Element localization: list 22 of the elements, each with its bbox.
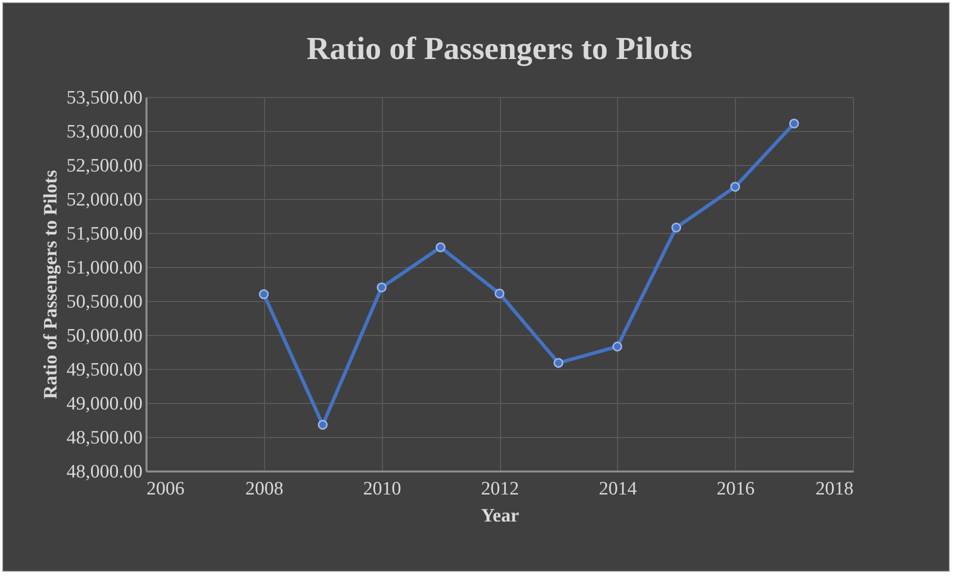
x-tick-label: 2016 [716,478,755,500]
x-tick-label: 2010 [363,478,402,500]
y-axis-title: Ratio of Passengers to Pilots [40,170,62,400]
x-tick-label: 2008 [245,478,284,500]
y-tick-label: 51,000.00 [66,258,142,278]
y-tick-label: 49,500.00 [66,360,142,380]
x-tick-label: 2012 [481,478,519,500]
y-tick-label: 52,500.00 [66,156,142,176]
chart-title: Ratio of Passengers to Pilots [306,30,692,67]
y-tick-label: 49,000.00 [66,394,142,414]
y-tick-label: 50,000.00 [66,326,142,346]
y-tick-label: 52,000.00 [66,190,142,210]
y-tick-label: 48,500.00 [66,428,142,448]
x-tick-label: 2006 [146,478,184,500]
x-axis-title: Year [481,506,520,526]
y-tick-label: 50,500.00 [66,292,142,312]
y-tick-label: 51,500.00 [66,224,142,244]
y-tick-label: 53,500.00 [66,88,142,108]
x-tick-label: 2014 [598,478,638,500]
x-tick-label: 2018 [816,478,854,500]
y-tick-label: 48,000.00 [66,462,142,482]
y-tick-label: 53,000.00 [66,122,142,142]
